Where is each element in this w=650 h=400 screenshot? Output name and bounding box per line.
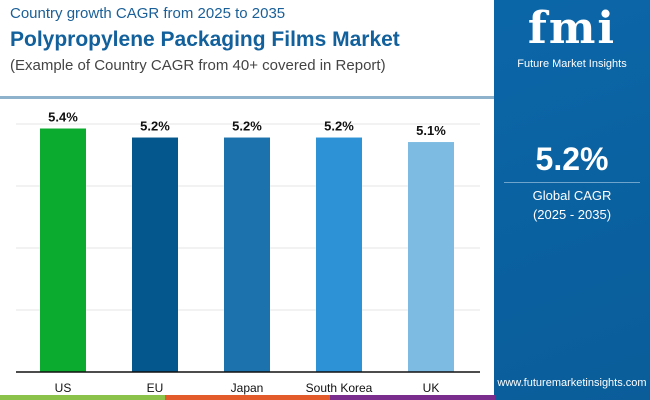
x-tick-label: Japan (231, 381, 264, 395)
divider (504, 182, 640, 183)
chart-note: (Example of Country CAGR from 40+ covere… (10, 57, 386, 74)
x-tick-label: US (55, 381, 72, 395)
header-divider (0, 96, 494, 99)
brand-name: Future Market Insights (517, 58, 627, 70)
bar-japan (224, 137, 270, 372)
chart-subtitle: Country growth CAGR from 2025 to 2035 (10, 5, 286, 22)
x-tick-label: EU (147, 381, 164, 395)
global-cagr-label: Global CAGR (532, 188, 612, 203)
x-tick-label: UK (423, 381, 440, 395)
footer-strip-purple (330, 395, 495, 400)
sidebar-panel: fmi Future Market Insights 5.2% Global C… (494, 0, 650, 400)
bar-us (40, 128, 86, 372)
footer-strip-green (0, 395, 165, 400)
fmi-logo: fmi (527, 3, 617, 54)
bar-chart: 5.4% US 5.2% EU 5.2% Japan 5.2% South Korea 5.1%… (16, 110, 480, 395)
data-label: 5.2% (324, 119, 354, 134)
bar-eu (132, 137, 178, 372)
data-label: 5.4% (48, 110, 78, 125)
chart-title: Polypropylene Packaging Films Market (10, 28, 400, 51)
data-label: 5.2% (232, 119, 262, 134)
period-label: (2025 - 2035) (532, 207, 612, 222)
global-cagr-value: 5.2% (535, 141, 609, 177)
data-label: 5.1% (416, 123, 446, 138)
website-link[interactable]: www.futuremarketinsights.com (497, 377, 647, 389)
data-label: 5.2% (140, 119, 170, 134)
footer-strip-orange (165, 395, 330, 400)
bar-south-korea (316, 137, 362, 372)
x-tick-label: South Korea (306, 381, 373, 395)
bar-uk (408, 142, 454, 372)
